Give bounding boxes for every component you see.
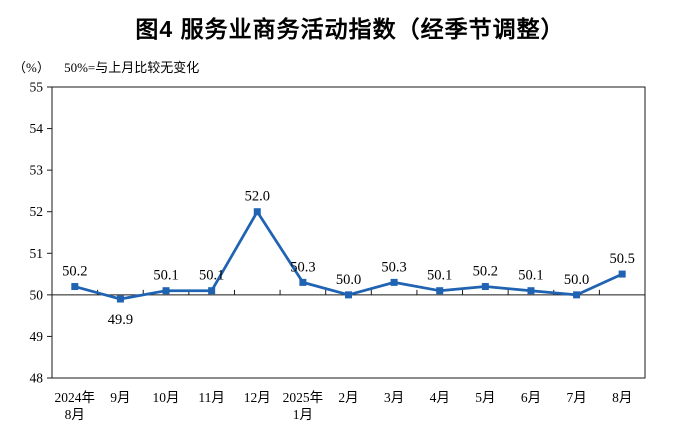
data-point-marker [618, 270, 626, 278]
y-axis-tick-label: 53 [30, 163, 44, 178]
data-point-marker [481, 283, 489, 291]
y-axis-tick-label: 55 [30, 80, 44, 95]
y-axis-tick-label: 48 [30, 371, 44, 386]
data-point-label: 50.1 [518, 268, 543, 284]
y-axis-tick-label: 54 [30, 121, 44, 136]
data-point-marker [162, 287, 170, 295]
data-point-label: 50.2 [62, 264, 87, 280]
data-point-label: 50.0 [336, 272, 361, 288]
x-axis-category-label: 11月 [198, 390, 225, 405]
x-axis-category-label: 2月 [338, 390, 358, 405]
data-point-marker [436, 287, 444, 295]
x-axis-category-label: 8月 [612, 390, 632, 405]
chart-title: 图4 服务业商务活动指数（经季节调整） [135, 16, 565, 42]
reference-note: 50%=与上月比较无变化 [64, 60, 200, 75]
data-point-label: 50.1 [427, 268, 452, 284]
data-point-marker [345, 291, 352, 299]
x-axis-category-label: 4月 [430, 390, 450, 405]
data-point-label: 52.0 [245, 189, 270, 205]
x-axis-category-label: 6月 [521, 390, 541, 405]
x-axis-category-label: 12月 [244, 390, 271, 405]
data-point-label: 50.3 [290, 259, 315, 275]
data-point-label: 50.2 [473, 264, 498, 280]
data-point-label: 50.1 [153, 268, 178, 284]
data-point-label: 50.5 [610, 251, 635, 267]
data-point-label: 50.0 [564, 272, 589, 288]
y-axis-unit-label: （%） [13, 60, 50, 75]
y-axis-tick-label: 52 [30, 204, 44, 219]
x-axis-category-label: 2025年 1月 [283, 390, 324, 422]
data-point-marker [71, 283, 79, 291]
plot-frame [51, 86, 646, 379]
chart-subtitle: （%） 50%=与上月比较无变化 [13, 57, 199, 76]
x-axis-category-label: 3月 [384, 390, 404, 405]
x-axis-category-label: 10月 [153, 390, 180, 405]
data-point-marker [573, 291, 581, 299]
data-point-label: 50.1 [199, 268, 224, 284]
x-axis-category-label: 9月 [110, 390, 130, 405]
data-point-marker [299, 278, 307, 286]
x-axis-category-label: 2024年 8月 [55, 390, 96, 422]
data-point-label: 50.3 [381, 259, 406, 275]
y-axis-tick-label: 50 [30, 287, 44, 302]
y-axis-tick-label: 49 [30, 329, 44, 344]
x-axis-category-label: 5月 [475, 390, 495, 405]
data-point-marker [390, 278, 398, 286]
y-axis-tick-label: 51 [30, 246, 44, 261]
data-point-marker [116, 295, 124, 303]
data-point-label: 49.9 [108, 312, 133, 328]
data-point-marker [253, 208, 261, 216]
data-point-marker [527, 287, 535, 295]
data-point-marker [208, 287, 216, 295]
x-axis-category-label: 7月 [566, 390, 586, 405]
